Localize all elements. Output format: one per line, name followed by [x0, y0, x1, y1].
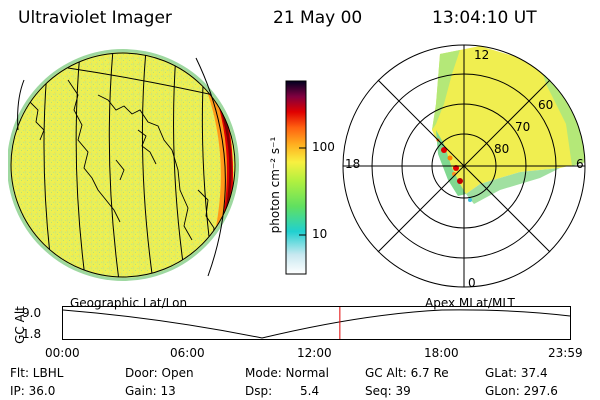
timeline-xtick-2: 12:00 — [297, 346, 332, 360]
timeline-xtick-1: 06:00 — [170, 346, 205, 360]
instrument-title: Ultraviolet Imager — [18, 8, 172, 28]
timeline-xtick-3: 18:00 — [424, 346, 459, 360]
lat-label-60: 60 — [538, 98, 554, 112]
footer-seq: Seq: 39 — [365, 384, 411, 398]
footer-mode: Mode: Normal — [245, 366, 329, 380]
footer-glon: GLon: 297.6 — [485, 384, 558, 398]
mlt-label-6: 6 — [576, 157, 584, 171]
date-label: 21 May 00 — [273, 8, 363, 28]
intensity-colorbar — [285, 80, 307, 275]
altitude-timeline-plot — [62, 306, 571, 340]
colorbar-unit-label: photon cm⁻² s⁻¹ — [268, 136, 282, 234]
mlt-label-18: 18 — [345, 157, 361, 171]
timeline-ytick-top: 9.0 — [22, 306, 42, 320]
footer-dsp-label: Dsp: — [245, 384, 273, 398]
lat-label-80: 80 — [494, 142, 510, 156]
footer-door: Door: Open — [125, 366, 194, 380]
timeline-xtick-4: 23:59 — [548, 346, 583, 360]
polar-mlt-plot — [342, 44, 586, 288]
footer-ip: IP: 36.0 — [10, 384, 56, 398]
earth-globe-image — [8, 49, 239, 281]
timeline-xtick-0: 00:00 — [45, 346, 80, 360]
lat-label-70: 70 — [515, 120, 531, 134]
footer-dsp-value: 5.4 — [300, 384, 320, 398]
colorbar-tick-100: 100 — [312, 140, 335, 154]
mlt-label-12: 12 — [474, 48, 490, 62]
footer-gc-alt: GC Alt: 6.7 Re — [365, 366, 449, 380]
footer-gain: Gain: 13 — [125, 384, 176, 398]
colorbar-tick-10: 10 — [312, 227, 328, 241]
time-label: 13:04:10 UT — [432, 8, 537, 28]
footer-filter: Flt: LBHL — [10, 366, 64, 380]
footer-glat: GLat: 37.4 — [485, 366, 548, 380]
mlt-label-0: 0 — [468, 276, 476, 290]
timeline-ytick-bottom: 1.8 — [22, 327, 42, 341]
